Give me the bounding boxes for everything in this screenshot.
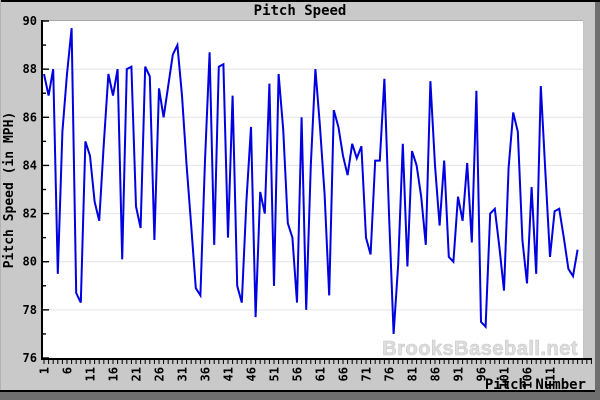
x-tick-label-51: 51: [268, 367, 282, 381]
y-tick-label-86: 86: [23, 110, 37, 124]
axis-ticks: [43, 20, 592, 364]
x-tick-label-66: 66: [337, 367, 351, 381]
pitch-speed-line: [43, 28, 579, 334]
x-tick-label-46: 46: [245, 367, 259, 381]
x-tick-label-36: 36: [199, 367, 213, 381]
x-tick-label-31: 31: [176, 367, 190, 381]
data-series: [43, 28, 579, 334]
x-tick-label-26: 26: [153, 367, 167, 381]
y-tick-label-82: 82: [23, 207, 37, 221]
watermark-highlight: BrooksBaseball.net: [383, 339, 579, 361]
x-tick-label-106: 106: [521, 367, 535, 389]
y-tick-label-90: 90: [23, 14, 37, 28]
chart-title: Pitch Speed: [254, 3, 347, 19]
x-tick-label-56: 56: [291, 367, 305, 381]
x-tick-label-86: 86: [429, 367, 443, 381]
y-tick-label-78: 78: [23, 303, 37, 317]
x-tick-label-96: 96: [475, 367, 489, 381]
y-tick-label-84: 84: [23, 158, 37, 172]
x-axis-title: Pitch Number: [485, 377, 586, 393]
x-tick-label-11: 11: [84, 367, 98, 381]
x-tick-label-71: 71: [360, 367, 374, 381]
y-tick-label-80: 80: [23, 255, 37, 269]
x-tick-label-76: 76: [383, 367, 397, 381]
x-tick-label-21: 21: [130, 367, 144, 381]
x-tick-label-81: 81: [406, 367, 420, 381]
watermark-text: BrooksBaseball.net: [382, 338, 578, 360]
x-tick-label-16: 16: [107, 367, 121, 381]
x-tick-label-41: 41: [222, 367, 236, 381]
y-tick-label-88: 88: [23, 62, 37, 76]
y-axis-title: Pitch Speed (in MPH): [2, 112, 17, 269]
x-tick-label-6: 6: [61, 367, 75, 374]
x-tick-label-111: 111: [544, 367, 558, 389]
y-tick-label-76: 76: [23, 351, 37, 365]
x-tick-label-61: 61: [314, 367, 328, 381]
x-tick-label-101: 101: [498, 367, 512, 389]
x-tick-label-91: 91: [452, 367, 466, 381]
x-tick-label-1: 1: [38, 367, 52, 374]
plot-area: [43, 21, 583, 358]
